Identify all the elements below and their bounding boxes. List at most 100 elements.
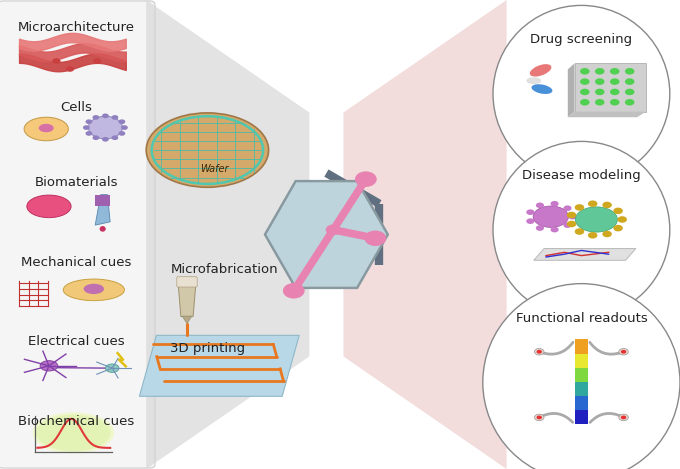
Circle shape xyxy=(621,416,626,419)
Ellipse shape xyxy=(355,171,377,187)
Circle shape xyxy=(575,228,584,235)
Ellipse shape xyxy=(40,361,58,371)
Circle shape xyxy=(621,350,626,354)
Text: 3D printing: 3D printing xyxy=(170,342,245,356)
Circle shape xyxy=(567,221,577,227)
Circle shape xyxy=(536,225,544,231)
Circle shape xyxy=(588,232,598,239)
FancyBboxPatch shape xyxy=(575,381,588,396)
Ellipse shape xyxy=(36,415,111,451)
Circle shape xyxy=(536,203,544,208)
Circle shape xyxy=(610,68,619,75)
Text: Biochemical cues: Biochemical cues xyxy=(18,415,135,428)
Ellipse shape xyxy=(493,6,670,182)
Text: Drug screening: Drug screening xyxy=(530,33,632,46)
FancyBboxPatch shape xyxy=(575,339,588,354)
Circle shape xyxy=(102,137,109,142)
Circle shape xyxy=(551,201,559,206)
Circle shape xyxy=(580,99,590,106)
Ellipse shape xyxy=(575,207,617,232)
Circle shape xyxy=(602,231,612,237)
Ellipse shape xyxy=(493,142,670,318)
Text: Biomaterials: Biomaterials xyxy=(35,176,118,189)
Ellipse shape xyxy=(88,116,122,139)
Circle shape xyxy=(613,208,623,214)
Circle shape xyxy=(564,205,572,211)
Circle shape xyxy=(86,120,92,124)
Ellipse shape xyxy=(326,225,341,235)
Ellipse shape xyxy=(526,77,541,84)
Circle shape xyxy=(526,209,534,215)
Circle shape xyxy=(567,212,577,218)
Polygon shape xyxy=(178,284,196,317)
Ellipse shape xyxy=(105,364,119,372)
Ellipse shape xyxy=(33,412,114,454)
Ellipse shape xyxy=(27,195,71,218)
Polygon shape xyxy=(146,0,309,469)
Circle shape xyxy=(625,78,634,85)
Circle shape xyxy=(564,222,572,228)
Text: Wafer: Wafer xyxy=(200,164,228,174)
Ellipse shape xyxy=(530,64,551,76)
Circle shape xyxy=(580,89,590,95)
Polygon shape xyxy=(568,63,575,117)
Circle shape xyxy=(93,58,101,64)
Polygon shape xyxy=(95,195,110,225)
Circle shape xyxy=(83,125,90,130)
Circle shape xyxy=(610,89,619,95)
Circle shape xyxy=(625,99,634,106)
Polygon shape xyxy=(534,249,636,260)
Circle shape xyxy=(537,416,542,419)
Circle shape xyxy=(551,227,559,233)
Text: Microarchitecture: Microarchitecture xyxy=(18,21,135,34)
Circle shape xyxy=(112,136,118,140)
Circle shape xyxy=(92,136,99,140)
Circle shape xyxy=(112,115,118,120)
Polygon shape xyxy=(343,0,507,469)
Circle shape xyxy=(610,78,619,85)
Circle shape xyxy=(52,58,61,64)
Circle shape xyxy=(625,89,634,95)
Circle shape xyxy=(595,68,605,75)
Circle shape xyxy=(568,214,577,219)
FancyBboxPatch shape xyxy=(575,409,588,424)
Ellipse shape xyxy=(24,117,68,141)
Circle shape xyxy=(537,350,542,354)
Circle shape xyxy=(86,131,92,136)
Ellipse shape xyxy=(39,124,54,132)
Polygon shape xyxy=(139,335,299,396)
FancyBboxPatch shape xyxy=(95,195,110,206)
Circle shape xyxy=(580,68,590,75)
Circle shape xyxy=(534,348,544,355)
Ellipse shape xyxy=(84,284,104,294)
Ellipse shape xyxy=(364,230,386,246)
Circle shape xyxy=(121,125,128,130)
Ellipse shape xyxy=(483,284,680,469)
Circle shape xyxy=(619,348,628,355)
Circle shape xyxy=(602,202,612,208)
Circle shape xyxy=(92,115,99,120)
Polygon shape xyxy=(568,112,646,117)
Circle shape xyxy=(118,131,125,136)
Circle shape xyxy=(595,78,605,85)
Ellipse shape xyxy=(63,279,124,301)
FancyBboxPatch shape xyxy=(575,395,588,410)
Circle shape xyxy=(526,219,534,224)
Circle shape xyxy=(595,89,605,95)
FancyBboxPatch shape xyxy=(575,367,588,382)
Circle shape xyxy=(588,200,598,207)
Text: Cells: Cells xyxy=(61,101,92,114)
Text: Disease modeling: Disease modeling xyxy=(522,169,641,182)
Circle shape xyxy=(102,113,109,118)
Ellipse shape xyxy=(146,113,269,187)
Circle shape xyxy=(534,414,544,421)
FancyBboxPatch shape xyxy=(177,277,197,287)
Ellipse shape xyxy=(532,84,552,94)
Circle shape xyxy=(625,68,634,75)
Circle shape xyxy=(66,66,74,72)
Text: Functional readouts: Functional readouts xyxy=(515,312,647,325)
Text: Microfabrication: Microfabrication xyxy=(171,263,278,276)
Text: Electrical cues: Electrical cues xyxy=(28,335,125,348)
Polygon shape xyxy=(265,182,388,287)
Circle shape xyxy=(595,99,605,106)
